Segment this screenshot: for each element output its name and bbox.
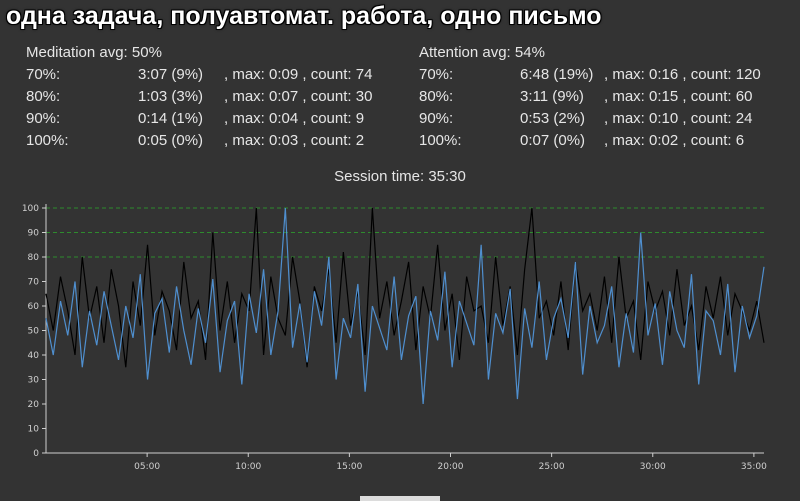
y-tick-label: 90 (28, 229, 40, 239)
duration-value: 3:11 (9%) (520, 88, 584, 105)
level-label: 80%: (26, 88, 61, 105)
max-count-value: , max: 0:02 , count: 6 (604, 132, 745, 149)
duration-value: 0:14 (1%) (138, 110, 204, 127)
attention-avg: Attention avg: 54% (419, 44, 545, 61)
max-count-value: , max: 0:03 , count: 2 (224, 132, 365, 149)
attention-stats: Attention avg: 54% 70%: 6:48 (19%) , max… (419, 42, 761, 152)
max-count-value: , max: 0:07 , count: 30 (224, 88, 373, 105)
duration-value: 3:07 (9%) (138, 66, 204, 83)
max-count-value: , max: 0:15 , count: 60 (604, 88, 753, 105)
x-tick-label: 15:00 (336, 462, 362, 472)
chart-title: одна задача, полуавтомат. работа, одно п… (6, 2, 602, 30)
y-tick-label: 30 (28, 376, 40, 386)
attention-series-line (45, 207, 765, 368)
attention-row-100: 100%: 0:07 (0%) , max: 0:02 , count: 6 (419, 130, 744, 152)
session-time: Session time: 35:30 (334, 168, 466, 185)
y-tick-label: 20 (28, 400, 40, 410)
y-tick-label: 70 (28, 278, 40, 288)
duration-value: 1:03 (3%) (138, 88, 204, 105)
meditation-row-90: 90%: 0:14 (1%) , max: 0:04 , count: 9 (26, 108, 364, 130)
max-count-value: , max: 0:04 , count: 9 (224, 110, 365, 127)
scrollbar-handle[interactable] (360, 496, 440, 501)
meditation-avg: Meditation avg: 50% (26, 44, 162, 61)
meditation-stats: Meditation avg: 50% 70%: 3:07 (9%) , max… (26, 42, 372, 152)
y-tick-label: 60 (28, 302, 40, 312)
x-tick-label: 20:00 (438, 462, 464, 472)
max-count-value: , max: 0:16 , count: 120 (604, 66, 761, 83)
attention-row-70: 70%: 6:48 (19%) , max: 0:16 , count: 120 (419, 64, 761, 86)
x-tick-label: 10:00 (235, 462, 261, 472)
max-count-value: , max: 0:09 , count: 74 (224, 66, 373, 83)
level-label: 90%: (419, 110, 454, 127)
x-tick-label: 25:00 (539, 462, 565, 472)
chart-plot: 0 10 20 30 40 50 60 70 80 90 100 05:00 10:00 15:00 20:… (22, 204, 767, 472)
y-tick-label: 80 (28, 253, 40, 263)
x-tick-label: 30:00 (640, 462, 666, 472)
max-count-value: , max: 0:10 , count: 24 (604, 110, 753, 127)
y-tick-label: 10 (28, 425, 40, 435)
duration-value: 0:05 (0%) (138, 132, 204, 149)
level-label: 70%: (419, 66, 454, 83)
duration-value: 0:07 (0%) (520, 132, 586, 149)
meditation-row-80: 80%: 1:03 (3%) , max: 0:07 , count: 30 (26, 86, 372, 108)
level-label: 90%: (26, 110, 61, 127)
level-label: 70%: (26, 66, 61, 83)
meditation-row-100: 100%: 0:05 (0%) , max: 0:03 , count: 2 (26, 130, 364, 152)
y-tick-label: 0 (33, 449, 39, 459)
level-label: 80%: (419, 88, 454, 105)
attention-row-90: 90%: 0:53 (2%) , max: 0:10 , count: 24 (419, 108, 752, 130)
duration-value: 0:53 (2%) (520, 110, 586, 127)
y-tick-label: 100 (22, 204, 39, 214)
y-tick-label: 50 (28, 327, 40, 337)
meditation-series-line (45, 207, 765, 405)
attention-row-80: 80%: 3:11 (9%) , max: 0:15 , count: 60 (419, 86, 752, 108)
x-tick-label: 35:00 (741, 462, 767, 472)
level-label: 100%: (419, 132, 462, 149)
y-tick-label: 40 (28, 351, 40, 361)
meditation-row-70: 70%: 3:07 (9%) , max: 0:09 , count: 74 (26, 64, 372, 86)
duration-value: 6:48 (19%) (520, 66, 594, 83)
level-label: 100%: (26, 132, 69, 149)
x-tick-label: 05:00 (134, 462, 160, 472)
